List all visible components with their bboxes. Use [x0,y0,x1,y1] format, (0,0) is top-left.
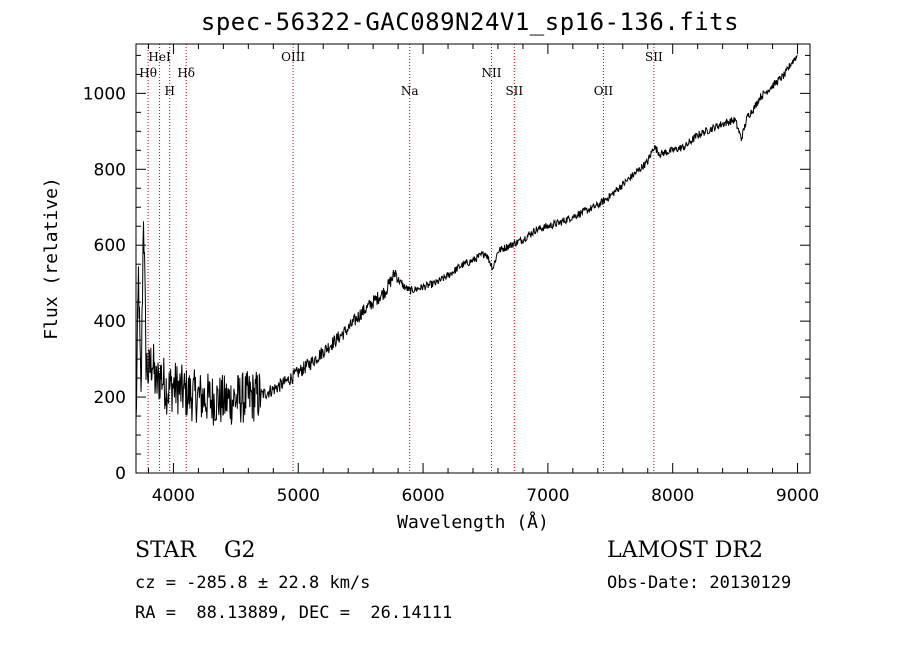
y-tick-label: 200 [94,388,126,408]
x-tick-label: 4000 [152,486,195,506]
x-tick-label: 5000 [277,486,320,506]
y-tick-label: 600 [94,236,126,256]
x-tick-label: 7000 [526,486,569,506]
chart-title: spec-56322-GAC089N24V1_sp16-136.fits [200,8,740,36]
y-tick-label: 1000 [83,84,126,104]
line-markers: Hθ HeI HHδ OIII Na NII SII OII SII [139,44,663,473]
object-class: STAR G2 [135,538,256,563]
x-axis-label: Wavelength (Å) [397,511,549,533]
spectrum-line [135,54,798,426]
obs-date: Obs-Date: 20130129 [607,573,792,593]
series-layer [135,54,798,426]
marker-label: Hδ [177,66,195,80]
y-tick-label: 800 [94,160,126,180]
survey-label: LAMOST DR2 [607,538,763,563]
x-tick-label: 8000 [651,486,694,506]
marker-label: SII [505,84,523,98]
marker-label: H [164,84,174,98]
cz-readout: cz = -285.8 ± 22.8 km/s [135,573,371,593]
marker-label: Na [401,84,419,98]
radec-readout: RA = 88.13889, DEC = 26.14111 [135,603,453,623]
subclass-label: G2 [223,538,256,563]
marker-label: SII [645,50,663,64]
class-label: STAR [135,538,196,563]
x-tick-label: 6000 [401,486,444,506]
axis-ticks: 4000 5000 6000 7000 8000 9000 0 200 400 600 800 100… [83,44,819,506]
y-tick-label: 400 [94,312,126,332]
y-tick-label: 0 [115,464,126,484]
marker-label: OII [594,84,614,98]
marker-label: OIII [281,50,305,64]
marker-label: HeI [148,50,171,64]
y-axis-label: Flux (relative) [41,177,62,340]
x-tick-label: 9000 [776,486,819,506]
marker-label: Hθ [139,66,157,80]
marker-label: NII [481,66,501,80]
